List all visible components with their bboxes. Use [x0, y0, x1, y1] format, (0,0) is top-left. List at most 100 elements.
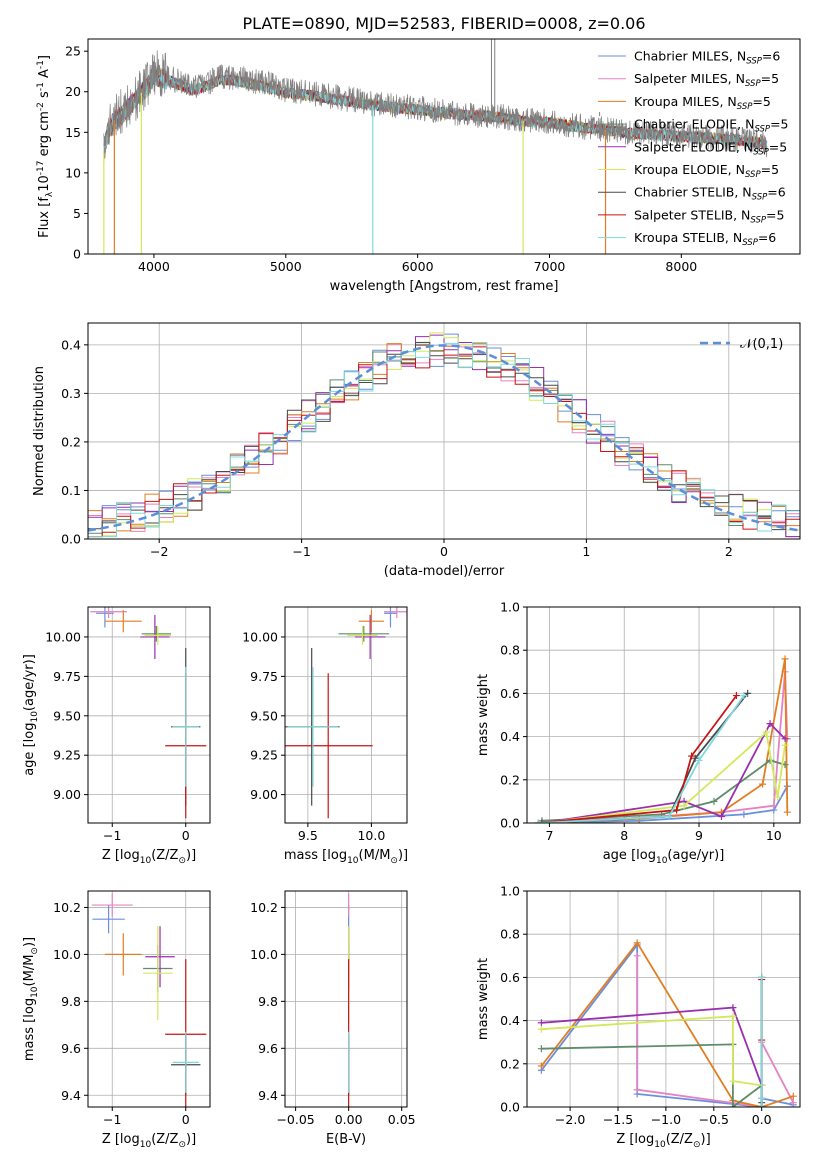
legend-label: Chabrier ELODIE, NSSP=5 — [634, 117, 789, 135]
y-tick-label: 9.75 — [250, 669, 278, 684]
panel-residuals: −2 −1 0 1 2 0.0 0.1 0.2 0.3 0.4 (data-model)/error… — [32, 322, 801, 579]
mass-weight-marker — [538, 819, 546, 823]
gaussian-curve — [88, 344, 800, 532]
legend-label: Chabrier MILES, NSSP=6 — [634, 49, 780, 67]
y-tick-label: 0.4 — [500, 729, 520, 744]
panel-spectrum: 4000 5000 6000 7000 8000 0 5 10 15 20 25 wavelength… — [36, 38, 801, 294]
y-tick-label: 10.00 — [45, 629, 81, 644]
x-tick-label: 0.0 — [752, 1112, 772, 1127]
x-tick-label: −1 — [103, 1112, 121, 1127]
y-axis-label-part: Normed distribution — [32, 366, 47, 496]
y-tick-label: 0.6 — [500, 970, 520, 985]
y-tick-label: 0.0 — [500, 1100, 520, 1115]
mass-weight-marker — [740, 692, 748, 700]
x-tick-label: 0.05 — [388, 1112, 416, 1127]
legend-label-name: Chabrier MILES, N — [634, 49, 746, 64]
y-tick-label: 0.2 — [500, 772, 520, 787]
mass-weight-marker — [633, 939, 641, 947]
mass-weight-marker — [691, 754, 699, 762]
mass-weight-marker — [729, 1077, 737, 1085]
x-tick-label: −1 — [103, 828, 121, 843]
y-axis-label-part: ⊙ — [30, 947, 40, 955]
mass-weight-marker — [766, 720, 774, 728]
mass-weight-marker — [633, 952, 641, 960]
legend-label-n: =5 — [766, 207, 784, 222]
y-tick-label: 10.0 — [53, 947, 81, 962]
y-tick-label: 0.3 — [61, 386, 81, 401]
y-axis-label-part: -17 — [36, 161, 46, 176]
mass-weight-marker — [781, 741, 789, 749]
mass-weight-marker — [710, 797, 718, 805]
figure-title: PLATE=0890, MJD=52583, FIBERID=0008, z=0… — [242, 14, 645, 33]
x-tick-label: 10.0 — [357, 828, 385, 843]
y-axis-label-part: mass [log — [22, 998, 37, 1061]
y-tick-label: 0.2 — [500, 1056, 520, 1071]
y-axis-label: age [log10​(age/yr)] — [22, 654, 40, 776]
x-axis-label-part: 10 — [347, 856, 359, 866]
mass-weight-line — [540, 942, 794, 1107]
y-tick-label: 1.0 — [500, 600, 520, 615]
y-axis-label-part: mass weight — [476, 674, 491, 756]
y-axis-label-part: ] — [37, 55, 52, 60]
legend-label-sub: SSP — [742, 238, 758, 248]
x-tick-label: 7 — [545, 828, 553, 843]
legend-label-sub: SSP — [750, 215, 766, 225]
mass-weight-marker — [758, 1103, 766, 1107]
x-axis-label-part: mass [log — [284, 848, 347, 863]
legend: 𝒩(0,1) — [700, 337, 783, 352]
x-tick-label: 9.5 — [298, 828, 318, 843]
y-tick-label: 9.00 — [53, 787, 81, 802]
legend-label-name: Chabrier STELIB, N — [634, 185, 752, 200]
y-axis-label-part: Flux [f — [37, 197, 52, 238]
y-tick-label: 9.00 — [250, 787, 278, 802]
y-axis-label-part: s — [37, 91, 52, 102]
legend-label-n: =5 — [761, 71, 779, 86]
mass-weight-marker — [680, 802, 688, 810]
x-tick-label: 6000 — [402, 259, 434, 274]
x-tick-label: 0 — [182, 1112, 190, 1127]
y-tick-label: 10.2 — [53, 900, 81, 915]
x-tick-label: 0.00 — [335, 1112, 363, 1127]
axes-frame — [87, 890, 211, 1108]
mass-weight-marker — [783, 808, 791, 816]
mass-weight-marker — [781, 735, 789, 743]
plot-area — [103, 39, 768, 254]
mass-weight-marker — [789, 1099, 797, 1107]
x-axis-label-part: (data-model)/error — [384, 564, 505, 579]
y-axis-label: mass weight — [476, 958, 491, 1040]
mass-weight-marker — [729, 1103, 737, 1107]
y-tick-label: 15 — [65, 125, 81, 140]
axes-frame — [284, 890, 408, 1108]
x-axis-label-part: (M/M — [359, 848, 391, 863]
x-axis-label: Z [log10​(Z/Z⊙​)] — [102, 848, 196, 866]
x-tick-label: 5000 — [270, 259, 302, 274]
y-tick-label: 1.0 — [500, 884, 520, 899]
x-axis-label-part: (age/yr)] — [667, 848, 724, 863]
legend-label-n: =6 — [758, 230, 776, 245]
x-axis-label-part: 10 — [654, 1140, 666, 1150]
mass-weight-marker — [759, 780, 767, 788]
plot-area — [90, 607, 207, 819]
legend-label: 𝒩(0,1) — [740, 337, 783, 352]
x-tick-label: 7000 — [534, 259, 566, 274]
mass-weight-marker — [537, 1019, 545, 1027]
mass-weight-marker — [758, 973, 766, 981]
legend-label: Salpeter STELIB, NSSP=5 — [634, 207, 784, 225]
x-axis-label-part: )] — [398, 848, 408, 863]
y-tick-label: 0.0 — [61, 532, 81, 547]
x-tick-label: 9 — [695, 828, 703, 843]
mass-weight-marker — [729, 1004, 737, 1012]
y-tick-label: 9.6 — [61, 1041, 81, 1056]
x-axis-label-part: (Z/Z — [151, 1132, 178, 1147]
y-tick-label: 9.4 — [258, 1088, 278, 1103]
y-tick-label: 10.2 — [250, 900, 278, 915]
legend-label-name: Kroupa MILES, N — [634, 94, 737, 109]
x-tick-label: 1 — [582, 544, 590, 559]
x-axis-label: (data-model)/error — [384, 564, 505, 579]
y-tick-label: 0.1 — [61, 483, 81, 498]
mass-weight-marker — [774, 793, 782, 801]
plot-area — [285, 607, 407, 819]
x-axis-label: E(B-V) — [326, 1132, 366, 1147]
